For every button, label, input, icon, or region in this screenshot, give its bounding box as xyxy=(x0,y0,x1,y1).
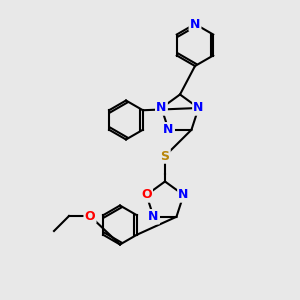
Text: N: N xyxy=(178,188,189,202)
Text: O: O xyxy=(85,209,95,223)
Text: N: N xyxy=(148,210,159,223)
Text: N: N xyxy=(194,101,204,115)
Text: O: O xyxy=(141,188,152,202)
Text: N: N xyxy=(190,17,200,31)
Text: N: N xyxy=(164,123,174,136)
Text: S: S xyxy=(160,149,169,163)
Text: N: N xyxy=(156,101,167,115)
